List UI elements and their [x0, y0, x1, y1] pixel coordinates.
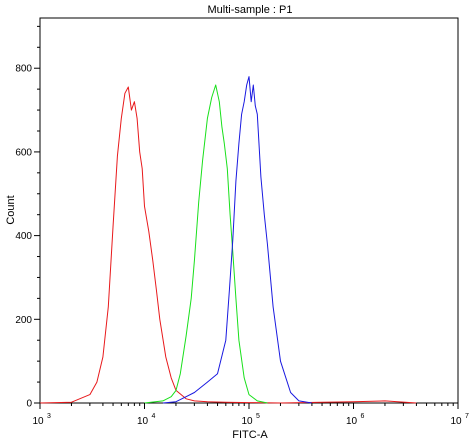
y-tick-label: 600	[15, 147, 32, 158]
x-axis-label: FITC-A	[232, 429, 268, 441]
x-tick-exponent: 3	[47, 413, 51, 420]
x-tick-label: 10	[346, 416, 358, 427]
plot-frame	[39, 17, 459, 404]
y-tick-label: 800	[15, 64, 32, 75]
x-tick-exponent: 4	[152, 413, 156, 420]
x-tick-label: 10	[450, 416, 462, 427]
y-tick-label: 0	[26, 399, 32, 410]
y-tick-label: 400	[15, 231, 32, 242]
chart-title: Multi-sample : P1	[208, 4, 293, 16]
series-line-3	[162, 76, 312, 404]
x-axis: 10 3 10 4 10 5 10 6 10 7	[32, 403, 469, 427]
series-line-1	[39, 86, 417, 404]
series-line-2	[144, 84, 268, 404]
x-tick-label: 10	[241, 416, 253, 427]
y-axis-label: Count	[5, 195, 17, 224]
x-tick-label: 10	[137, 416, 149, 427]
x-tick-exponent: 5	[256, 413, 260, 420]
x-tick-label: 10	[32, 416, 44, 427]
y-tick-label: 200	[15, 315, 32, 326]
x-tick-exponent: 7	[465, 413, 469, 420]
series-layer	[39, 76, 417, 404]
x-tick-exponent: 6	[361, 413, 365, 420]
y-axis: 0 200 400 600 800	[15, 25, 40, 410]
